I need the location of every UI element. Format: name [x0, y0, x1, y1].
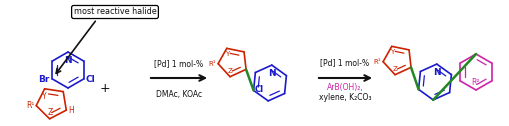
Text: N: N — [64, 56, 72, 65]
Text: H: H — [68, 106, 74, 115]
Text: [Pd] 1 mol-%: [Pd] 1 mol-% — [154, 59, 203, 68]
Text: Z: Z — [392, 66, 397, 72]
Text: N: N — [432, 68, 440, 77]
Text: R¹: R¹ — [208, 61, 216, 67]
Text: R²: R² — [471, 78, 479, 87]
Text: N: N — [267, 69, 275, 78]
Text: Y: Y — [389, 49, 393, 55]
Text: Z: Z — [227, 68, 232, 74]
Text: R¹: R¹ — [373, 59, 380, 65]
Text: DMAc, KOAc: DMAc, KOAc — [156, 90, 202, 99]
Text: Br: Br — [38, 74, 49, 84]
Text: ArB(OH)₂,: ArB(OH)₂, — [326, 83, 362, 92]
Text: Cl: Cl — [254, 85, 263, 94]
Text: R¹: R¹ — [26, 101, 34, 110]
Text: xylene, K₂CO₃: xylene, K₂CO₃ — [318, 93, 371, 102]
Text: Z: Z — [48, 108, 53, 117]
Text: +: + — [99, 82, 110, 94]
Text: Y: Y — [224, 51, 229, 57]
Text: [Pd] 1 mol-%: [Pd] 1 mol-% — [320, 58, 369, 67]
Text: Cl: Cl — [86, 75, 95, 85]
Text: Y: Y — [42, 92, 47, 101]
Text: most reactive halide: most reactive halide — [73, 8, 156, 17]
